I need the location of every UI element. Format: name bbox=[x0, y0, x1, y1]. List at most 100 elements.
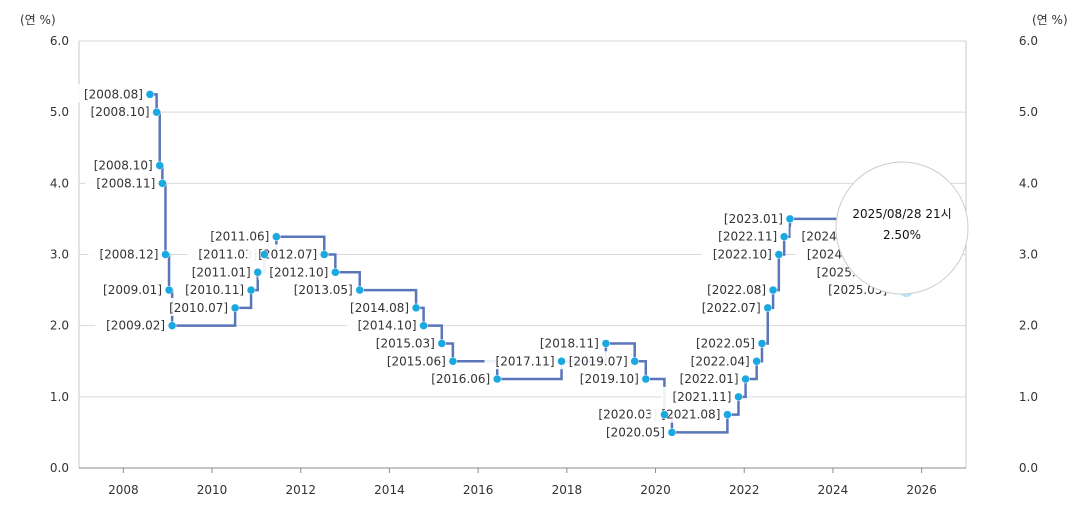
point-marker[interactable] bbox=[331, 268, 340, 277]
y-tick-labels-left: 0.0 1.0 2.0 3.0 4.0 5.0 6.0 bbox=[50, 34, 69, 475]
y-tick-labels-right: 0.0 1.0 2.0 3.0 4.0 5.0 6.0 bbox=[1019, 34, 1038, 475]
x-tick-label: 2026 bbox=[906, 483, 937, 497]
y-tick-label-right: 5.0 bbox=[1019, 105, 1038, 119]
point-label-bg bbox=[528, 333, 601, 352]
point-label: [2011.06] bbox=[210, 230, 269, 244]
point-marker[interactable] bbox=[448, 357, 458, 366]
point-marker[interactable] bbox=[774, 250, 784, 259]
point-marker[interactable] bbox=[601, 339, 611, 348]
point-label-bg bbox=[668, 369, 741, 388]
point-marker[interactable] bbox=[492, 374, 502, 384]
point-label: [2019.10] bbox=[580, 372, 639, 386]
tooltip-date: 2025/08/28 21시 bbox=[852, 207, 951, 221]
point-marker[interactable] bbox=[752, 357, 761, 366]
point-label: [2020.03] bbox=[598, 408, 657, 422]
point-label-bg bbox=[679, 351, 752, 370]
y-tick-label-left: 5.0 bbox=[50, 105, 69, 119]
point-marker[interactable] bbox=[152, 107, 161, 117]
point-label-bg bbox=[95, 315, 168, 334]
point-marker[interactable] bbox=[260, 250, 269, 259]
x-tick-label: 2016 bbox=[463, 483, 494, 497]
point-marker[interactable] bbox=[246, 285, 256, 295]
point-marker[interactable] bbox=[355, 285, 364, 295]
point-label: [2022.11] bbox=[718, 230, 777, 244]
point-label-bg bbox=[701, 244, 774, 263]
point-marker[interactable] bbox=[723, 410, 732, 419]
point-marker[interactable] bbox=[164, 285, 174, 295]
y-tick-label-left: 2.0 bbox=[50, 319, 69, 333]
tooltip: 2025/08/28 21시 2.50% bbox=[835, 161, 969, 295]
point-label-bg bbox=[88, 244, 161, 263]
y-tick-label-right: 1.0 bbox=[1019, 390, 1038, 404]
x-tick-label: 2008 bbox=[108, 483, 139, 497]
point-label: [2010.11] bbox=[185, 283, 244, 297]
x-tick-label: 2012 bbox=[285, 483, 316, 497]
point-label: [2022.10] bbox=[713, 248, 772, 262]
point-marker[interactable] bbox=[734, 392, 743, 402]
point-label: [2012.10] bbox=[269, 265, 328, 279]
point-label: [2015.03] bbox=[376, 336, 435, 350]
y-tick-label-right: 3.0 bbox=[1019, 248, 1038, 262]
point-label: [2020.05] bbox=[606, 425, 665, 439]
point-marker[interactable] bbox=[785, 214, 795, 224]
point-label: [2022.05] bbox=[696, 336, 755, 350]
point-label-bg bbox=[282, 280, 355, 299]
point-label-bg bbox=[557, 351, 630, 370]
point-label: [2021.11] bbox=[672, 390, 731, 404]
point-label: [2008.10] bbox=[91, 105, 150, 119]
y-tick-label-left: 1.0 bbox=[50, 390, 69, 404]
point-label: [2021.08] bbox=[661, 408, 720, 422]
point-marker[interactable] bbox=[253, 268, 262, 277]
y-tick-label-left: 0.0 bbox=[50, 461, 69, 475]
x-tick-label: 2014 bbox=[374, 483, 405, 497]
point-marker[interactable] bbox=[660, 410, 669, 419]
point-marker[interactable] bbox=[230, 303, 240, 313]
point-marker[interactable] bbox=[155, 161, 164, 170]
point-label-bg bbox=[79, 102, 152, 121]
point-marker[interactable] bbox=[768, 285, 778, 295]
point-label-bg bbox=[174, 280, 247, 299]
point-marker[interactable] bbox=[557, 357, 566, 366]
point-marker[interactable] bbox=[419, 321, 428, 330]
point-label-bg bbox=[158, 297, 231, 316]
y-tick-label-left: 4.0 bbox=[50, 176, 69, 190]
point-label-bg bbox=[199, 226, 272, 245]
y-tick-label-right: 0.0 bbox=[1019, 461, 1038, 475]
x-tick-label: 2022 bbox=[729, 483, 760, 497]
point-label: [2008.11] bbox=[96, 176, 155, 190]
point-label: [2014.10] bbox=[358, 319, 417, 333]
point-label-bg bbox=[82, 155, 155, 174]
point-label: [2013.05] bbox=[294, 283, 353, 297]
point-marker[interactable] bbox=[763, 303, 773, 313]
point-marker[interactable] bbox=[757, 339, 767, 348]
point-label-bg bbox=[364, 333, 437, 352]
point-marker[interactable] bbox=[779, 232, 789, 241]
point-marker[interactable] bbox=[630, 357, 639, 366]
point-marker[interactable] bbox=[161, 250, 170, 259]
point-label-bg bbox=[187, 244, 260, 263]
point-marker[interactable] bbox=[411, 303, 421, 313]
point-label: [2010.07] bbox=[169, 301, 228, 315]
point-label-bg bbox=[568, 369, 641, 388]
axes bbox=[78, 41, 967, 473]
point-marker[interactable] bbox=[158, 179, 167, 188]
point-label-bg bbox=[484, 351, 557, 370]
point-label: [2022.04] bbox=[691, 354, 750, 368]
point-marker[interactable] bbox=[167, 321, 177, 330]
point-label-bg bbox=[72, 84, 145, 103]
y-tick-label-right: 6.0 bbox=[1019, 34, 1038, 48]
point-marker[interactable] bbox=[320, 250, 329, 259]
point-marker[interactable] bbox=[741, 374, 750, 384]
point-marker[interactable] bbox=[641, 374, 651, 384]
point-marker[interactable] bbox=[272, 232, 281, 241]
point-label-bg bbox=[85, 173, 158, 192]
point-label: [2011.01] bbox=[192, 265, 251, 279]
point-marker[interactable] bbox=[437, 339, 447, 348]
y-axis-unit-left: (연 %) bbox=[20, 13, 56, 27]
point-label-bg bbox=[684, 333, 757, 352]
point-marker[interactable] bbox=[667, 428, 677, 437]
point-label-bg bbox=[346, 315, 419, 334]
point-label-bg bbox=[690, 297, 763, 316]
point-marker[interactable] bbox=[145, 90, 155, 99]
